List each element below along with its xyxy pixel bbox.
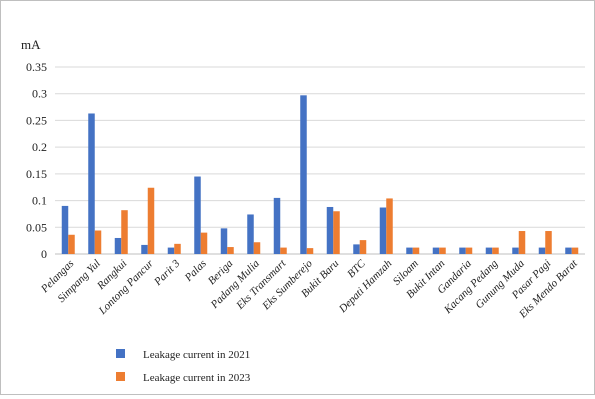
bar-2021 <box>406 247 413 254</box>
bar-2023 <box>253 242 261 254</box>
bar-2021 <box>88 113 95 255</box>
bar-2021 <box>326 206 334 254</box>
y-tick-label: 0.35 <box>26 60 47 74</box>
y-tick-label: 0.05 <box>26 220 47 234</box>
bar-2023 <box>333 211 340 254</box>
y-tick-label: 0.3 <box>32 87 47 101</box>
bar-2021 <box>459 247 466 254</box>
bar-2021 <box>432 247 440 254</box>
bar-2023 <box>439 247 446 254</box>
category-label: Palas <box>182 258 209 285</box>
bar-2023 <box>280 247 287 254</box>
legend-swatch-2023 <box>116 372 125 381</box>
gridlines <box>55 66 585 255</box>
y-tick-label: 0 <box>41 247 47 261</box>
y-tick-label: 0.1 <box>32 194 47 208</box>
bar-2021 <box>379 207 387 254</box>
bar-2023 <box>121 210 128 254</box>
bar-2023 <box>68 234 75 254</box>
category-label: Parit 3 <box>151 257 182 288</box>
legend: Leakage current in 2021 Leakage current … <box>116 349 251 384</box>
bar-2021 <box>353 244 360 254</box>
legend-label-2021: Leakage current in 2021 <box>143 349 250 361</box>
legend-label-2023: Leakage current in 2023 <box>143 372 251 384</box>
bar-2023 <box>492 247 499 254</box>
bar-2023 <box>518 231 526 254</box>
bar-2021 <box>61 205 69 254</box>
bar-2023 <box>545 231 552 254</box>
bar-2023 <box>386 198 393 254</box>
bar-2023 <box>147 187 155 254</box>
bar-2021 <box>114 237 122 254</box>
bar-2023 <box>306 248 314 254</box>
bar-2023 <box>412 247 420 254</box>
bar-2023 <box>359 240 367 254</box>
bar-2021 <box>300 95 307 255</box>
bar-2023 <box>227 247 234 254</box>
bar-2021 <box>565 247 572 254</box>
category-label: BTC <box>345 257 368 280</box>
y-tick-label: 0.2 <box>32 140 47 154</box>
bar-2021 <box>538 247 546 254</box>
y-tick-labels: 0 0.05 0.1 0.15 0.2 0.25 0.3 0.35 <box>26 60 47 261</box>
legend-swatch-2021 <box>116 349 125 358</box>
bar-2021 <box>167 247 175 254</box>
bar-2023 <box>94 230 102 254</box>
y-tick-label: 0.15 <box>26 167 47 181</box>
bar-2021 <box>141 244 148 254</box>
bar-2023 <box>200 232 208 254</box>
bar-2021 <box>220 228 228 254</box>
bar-2023 <box>174 243 181 254</box>
bar-2023 <box>465 247 473 254</box>
bar-2021 <box>247 214 254 254</box>
bar-2021 <box>273 197 281 254</box>
bar-2023 <box>571 247 579 254</box>
y-axis-label: mA <box>21 37 41 52</box>
bar-2021 <box>485 247 493 254</box>
bars <box>61 95 579 255</box>
y-tick-label: 0.25 <box>26 113 47 127</box>
bar-2021 <box>194 176 201 254</box>
bar-2021 <box>512 247 519 254</box>
